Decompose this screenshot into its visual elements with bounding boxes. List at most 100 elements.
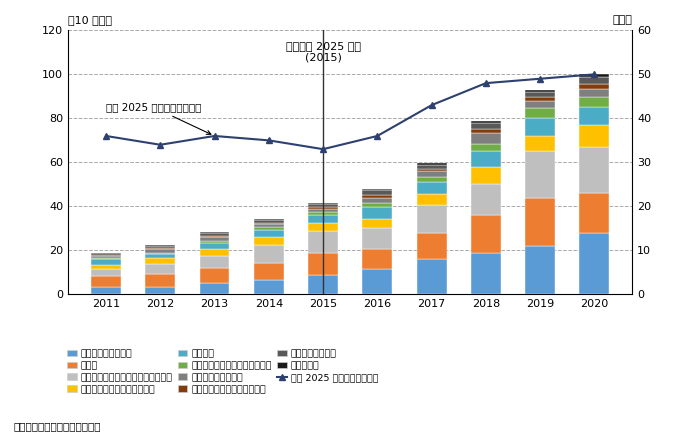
Bar bbox=[525, 152, 555, 197]
Bar bbox=[471, 252, 500, 294]
Bar bbox=[254, 262, 284, 280]
Bar bbox=[91, 276, 121, 287]
Bar bbox=[91, 269, 121, 276]
Bar bbox=[525, 108, 555, 118]
Bar bbox=[417, 171, 447, 177]
Bar bbox=[471, 167, 500, 184]
Bar bbox=[417, 169, 447, 171]
Bar bbox=[200, 268, 229, 284]
Bar bbox=[146, 287, 175, 294]
Bar bbox=[471, 129, 500, 132]
Bar bbox=[254, 224, 284, 227]
Bar bbox=[579, 107, 609, 125]
Text: 製造 2025 のシェア（右軸）: 製造 2025 のシェア（右軸） bbox=[106, 102, 211, 134]
Bar bbox=[308, 231, 338, 252]
Bar bbox=[254, 219, 284, 220]
Bar bbox=[200, 240, 229, 243]
Bar bbox=[525, 90, 555, 92]
Bar bbox=[417, 259, 447, 294]
Bar bbox=[417, 194, 447, 205]
Bar bbox=[579, 147, 609, 193]
Bar bbox=[579, 125, 609, 147]
Bar bbox=[362, 197, 392, 203]
Bar bbox=[308, 203, 338, 204]
Bar bbox=[417, 182, 447, 194]
Bar bbox=[200, 284, 229, 294]
Bar bbox=[308, 252, 338, 275]
Bar bbox=[362, 195, 392, 197]
Bar bbox=[471, 215, 500, 252]
Bar bbox=[91, 256, 121, 258]
Bar bbox=[417, 177, 447, 182]
Bar bbox=[417, 165, 447, 169]
Bar bbox=[254, 229, 284, 237]
Bar bbox=[91, 259, 121, 265]
Bar bbox=[579, 74, 609, 77]
Bar bbox=[308, 275, 338, 294]
Text: 中国製造 2025 公表
(2015): 中国製造 2025 公表 (2015) bbox=[286, 41, 360, 63]
Bar bbox=[362, 219, 392, 229]
Bar bbox=[91, 255, 121, 256]
Bar bbox=[200, 249, 229, 256]
Bar bbox=[254, 220, 284, 223]
Bar bbox=[254, 245, 284, 262]
Bar bbox=[525, 246, 555, 294]
Text: 資料：各社公開情報より作成。: 資料：各社公開情報より作成。 bbox=[14, 421, 101, 431]
Bar bbox=[200, 243, 229, 249]
Bar bbox=[146, 249, 175, 252]
Bar bbox=[579, 97, 609, 107]
Bar bbox=[146, 245, 175, 246]
Bar bbox=[579, 84, 609, 89]
Bar bbox=[525, 97, 555, 101]
Bar bbox=[91, 253, 121, 255]
Bar bbox=[146, 246, 175, 248]
Bar bbox=[525, 92, 555, 97]
Bar bbox=[308, 212, 338, 215]
Bar bbox=[525, 197, 555, 246]
Bar bbox=[146, 274, 175, 287]
Bar bbox=[362, 269, 392, 294]
Bar bbox=[362, 249, 392, 269]
Bar bbox=[579, 193, 609, 233]
Bar bbox=[308, 223, 338, 231]
Bar bbox=[471, 152, 500, 167]
Bar bbox=[254, 280, 284, 294]
Bar bbox=[308, 215, 338, 223]
Legend: 次世代情報技術産業, 新材料, 省エネルギー・新エネルギー自動車, バイオ医薬・高性能医療機器, 電力設備, ハイエンド工作機械・ロボット, 先進的軌道交通設備: 次世代情報技術産業, 新材料, 省エネルギー・新エネルギー自動車, バイオ医薬・… bbox=[67, 349, 378, 394]
Bar bbox=[254, 227, 284, 229]
Bar bbox=[200, 233, 229, 236]
Bar bbox=[525, 118, 555, 136]
Bar bbox=[91, 252, 121, 253]
Bar bbox=[579, 77, 609, 84]
Text: （％）: （％） bbox=[613, 15, 632, 25]
Bar bbox=[200, 237, 229, 240]
Bar bbox=[417, 233, 447, 259]
Bar bbox=[146, 254, 175, 258]
Bar bbox=[91, 265, 121, 269]
Bar bbox=[200, 236, 229, 237]
Bar bbox=[308, 204, 338, 207]
Bar bbox=[254, 223, 284, 224]
Bar bbox=[579, 89, 609, 97]
Bar bbox=[417, 205, 447, 233]
Bar bbox=[308, 207, 338, 209]
Bar bbox=[471, 123, 500, 129]
Bar bbox=[362, 229, 392, 249]
Bar bbox=[254, 237, 284, 245]
Bar bbox=[471, 120, 500, 123]
Bar bbox=[525, 136, 555, 152]
Bar bbox=[146, 248, 175, 249]
Bar bbox=[579, 233, 609, 294]
Bar bbox=[91, 258, 121, 259]
Bar bbox=[200, 256, 229, 268]
Bar bbox=[146, 258, 175, 264]
Text: （10 億元）: （10 億元） bbox=[68, 15, 112, 25]
Bar bbox=[362, 207, 392, 219]
Bar bbox=[362, 203, 392, 207]
Bar bbox=[146, 252, 175, 254]
Bar bbox=[146, 264, 175, 274]
Bar bbox=[417, 164, 447, 165]
Bar bbox=[308, 209, 338, 212]
Bar bbox=[91, 287, 121, 294]
Bar bbox=[471, 184, 500, 215]
